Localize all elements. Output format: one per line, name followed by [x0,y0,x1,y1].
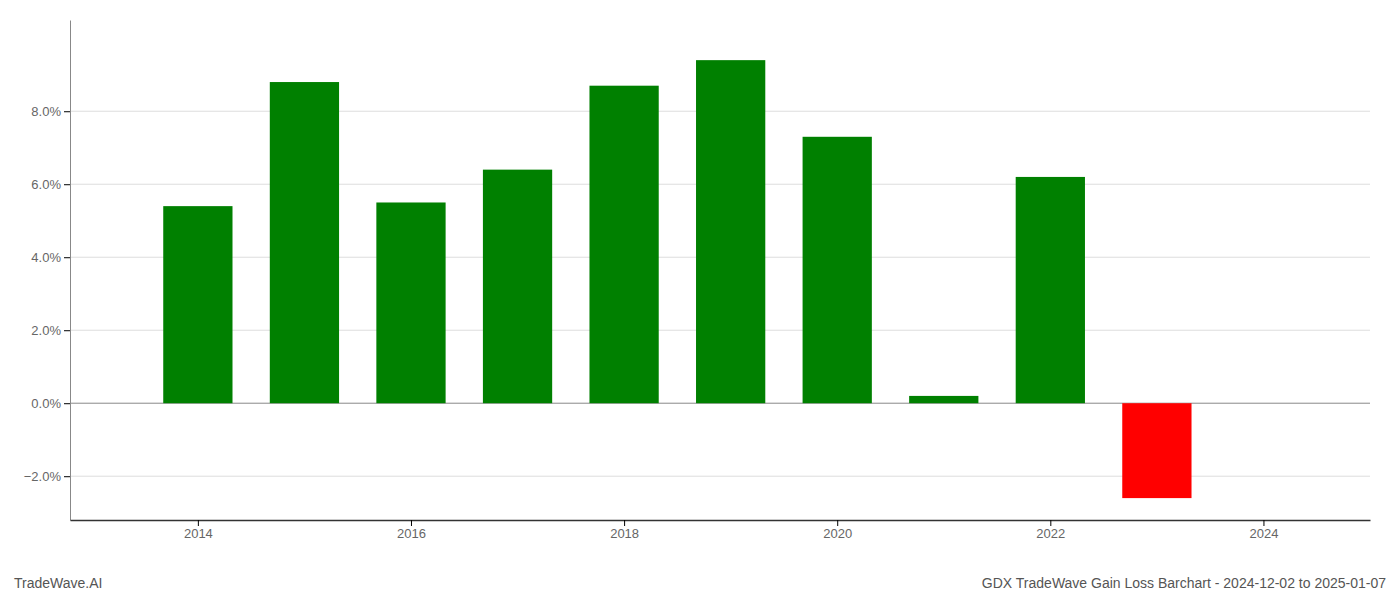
x-tick-label: 2020 [823,526,852,541]
x-tick-mark [624,520,625,526]
bar [909,396,978,403]
chart: −2.0% 0.0% 2.0% 4.0% 6.0% 8.0% 2014 2016 2018 202… [0,0,1400,600]
y-tick-mark [64,330,70,331]
x-tick: 2020 [823,520,852,541]
x-tick-mark [1050,520,1051,526]
x-tick-label: 2016 [397,526,426,541]
x-tick-mark [837,520,838,526]
bar [803,137,872,403]
bar [483,170,552,404]
x-tick-label: 2014 [184,526,213,541]
y-tick: 0.0% [31,396,70,411]
x-axis-line [71,520,1371,522]
y-tick-label: −2.0% [24,469,62,484]
y-tick-mark [64,111,70,112]
x-axis: 2014 2016 2018 2020 2022 2024 [71,520,1371,541]
y-tick: 8.0% [31,104,70,119]
bar [376,202,445,403]
x-tick-mark [411,520,412,526]
bar [163,206,232,403]
bar [1122,403,1191,498]
y-tick: −2.0% [24,469,70,484]
y-tick-label: 4.0% [31,250,61,265]
x-tick: 2018 [610,520,639,541]
x-tick: 2024 [1249,520,1278,541]
x-tick-mark [1263,520,1264,526]
x-tick-mark [198,520,199,526]
y-tick: 2.0% [31,323,70,338]
bar [589,86,658,404]
bar [696,60,765,403]
y-tick: 6.0% [31,177,70,192]
y-tick-label: 8.0% [31,104,61,119]
y-tick-label: 6.0% [31,177,61,192]
x-tick-label: 2018 [610,526,639,541]
y-tick-mark [64,257,70,258]
x-tick-label: 2024 [1249,526,1278,541]
y-tick-label: 2.0% [31,323,61,338]
x-tick-label: 2022 [1036,526,1065,541]
bar [1016,177,1085,403]
y-tick-mark [64,184,70,185]
y-tick: 4.0% [31,250,70,265]
x-tick: 2016 [397,520,426,541]
watermark: TradeWave.AI [14,575,102,591]
x-tick: 2014 [184,520,213,541]
plot: −2.0% 0.0% 2.0% 4.0% 6.0% 8.0% 2014 2016 2018 202… [24,21,1371,542]
bars [163,60,1191,498]
y-tick-mark [64,476,70,477]
y-axis: −2.0% 0.0% 2.0% 4.0% 6.0% 8.0% [24,21,71,521]
x-tick: 2022 [1036,520,1065,541]
title: GDX TradeWave Gain Loss Barchart - 2024-… [982,575,1386,591]
y-tick-mark [64,403,70,404]
y-tick-label: 0.0% [31,396,61,411]
y-axis-line [70,21,71,521]
bar [270,82,339,403]
